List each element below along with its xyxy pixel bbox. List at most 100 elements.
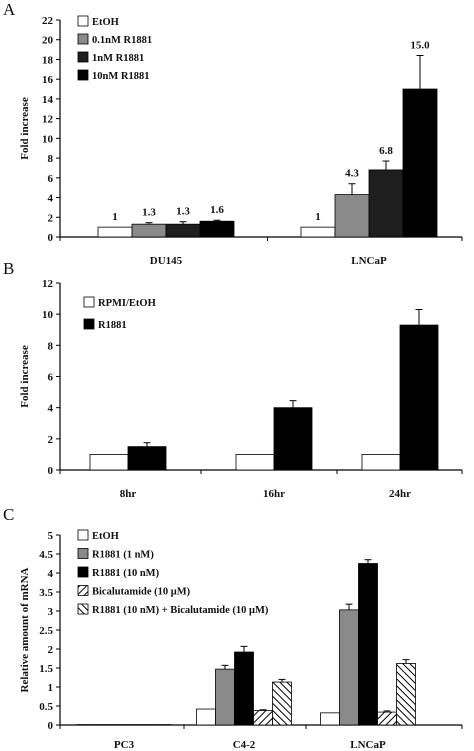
y-tick-label: 2 (48, 212, 54, 224)
bar-pc3-s4 (152, 724, 172, 726)
bar-c4-2-s0 (196, 708, 216, 726)
x-category-label: LNCaP (351, 255, 387, 267)
bar-lncap-s1 (339, 609, 359, 726)
x-category-label: LNCaP (350, 739, 386, 751)
bar-8hr-s0 (89, 454, 129, 471)
y-tick-label: 14 (42, 94, 54, 106)
legend-swatch (77, 603, 89, 615)
panel-a-letter: A (3, 0, 16, 19)
y-tick-label: 10 (42, 133, 54, 145)
y-tick-label: 1 (48, 682, 54, 694)
bar-c4-2-s2 (234, 651, 254, 726)
bar-16hr-s1 (273, 407, 313, 471)
bar-8hr-s1 (127, 446, 167, 471)
bar-lncap-s2 (358, 563, 378, 726)
bar-du145-s3 (199, 220, 235, 238)
legend-label: 1nM R1881 (92, 53, 144, 64)
chart-panel-a: 0 2 4 6 8 10 12 14 16 18 20 22 Fold increase 1 1.3 1.3 1… (19, 15, 463, 267)
y-tick-label: 8 (48, 153, 54, 165)
bar-c4-2-s3 (253, 710, 273, 726)
legend-swatch (77, 33, 89, 45)
bar-24hr-s0 (361, 454, 401, 471)
legend-label: EtOH (92, 17, 119, 28)
y-tick-label: 4 (48, 193, 54, 205)
y-tick-label: 10 (42, 309, 54, 321)
legend-swatch (77, 548, 89, 559)
x-category-label: PC3 (114, 739, 135, 751)
data-label: 1 (112, 211, 118, 223)
data-label: 15.0 (410, 40, 430, 52)
legend-label: RPMI/EtOH (98, 298, 156, 309)
y-axis-label: Relative amount of mRNA (19, 567, 31, 692)
bar-lncap-s2 (368, 169, 404, 238)
bar-pc3-s3 (133, 724, 153, 726)
chart-panel-c: 0 0.5 1 1.5 2 2.5 3 3.5 4 4.5 5 Relative amount of … (19, 529, 463, 751)
legend-swatch (77, 15, 89, 27)
bar-du145-s2 (165, 223, 201, 238)
data-label: 4.3 (345, 168, 359, 180)
bar-du145-s0 (97, 226, 133, 238)
y-tick-label: 4 (48, 403, 54, 415)
y-tick-label: 4.5 (39, 549, 53, 561)
bar-pc3-s2 (114, 724, 134, 726)
y-tick-label: 22 (42, 15, 54, 27)
y-tick-label: 2 (48, 644, 54, 656)
panel-c-letter: C (3, 505, 14, 524)
bar-lncap-s0 (300, 226, 336, 238)
y-tick-label: 12 (42, 278, 54, 290)
x-category-label: 24hr (389, 488, 411, 500)
data-label: 1.3 (176, 206, 190, 218)
y-tick-label: 0 (48, 720, 54, 732)
y-tick-label: 2.5 (39, 625, 53, 637)
bar-c4-2-s1 (215, 668, 235, 726)
bar-lncap-s3 (377, 711, 397, 726)
legend-swatch (83, 296, 95, 308)
x-category-label: C4-2 (233, 739, 256, 751)
y-tick-label: 2 (48, 434, 54, 446)
bar-pc3-s1 (95, 724, 115, 726)
legend-swatch (77, 585, 89, 596)
data-label: 1.6 (210, 204, 224, 216)
y-tick-label: 16 (42, 74, 54, 86)
y-tick-label: 18 (42, 54, 54, 66)
x-category-label: DU145 (150, 255, 183, 267)
data-label: 6.8 (379, 145, 393, 157)
bar-24hr-s1 (399, 324, 439, 471)
chart-panel-b: 0 2 4 6 8 10 12 Fold increase 8hr 16hr 24hr RPMI/Et… (19, 278, 463, 500)
legend-label: R1881 (98, 320, 127, 331)
y-tick-label: 8 (48, 340, 54, 352)
legend-label: 10nM R1881 (92, 71, 149, 82)
y-tick-label: 0 (48, 232, 54, 244)
legend-label: Bicalutamide (10 μM) (92, 587, 191, 598)
bar-lncap-s1 (334, 194, 370, 238)
legend-swatch (77, 51, 89, 63)
data-label: 1 (315, 211, 321, 223)
legend-label: EtOH (92, 531, 119, 542)
y-tick-label: 0.5 (39, 701, 53, 713)
bar-lncap-s4 (396, 663, 416, 726)
y-tick-label: 20 (42, 35, 54, 47)
y-tick-label: 5 (48, 530, 54, 542)
bar-du145-s1 (131, 223, 167, 238)
legend-label: 0.1nM R1881 (92, 35, 152, 46)
y-tick-label: 1.5 (39, 663, 53, 675)
y-tick-label: 4 (48, 568, 54, 580)
legend-label: R1881 (1 nM) (92, 550, 154, 561)
x-category-label: 8hr (120, 488, 137, 500)
legend-swatch (77, 69, 89, 81)
y-tick-label: 6 (48, 173, 54, 185)
legend-swatch (77, 566, 89, 578)
bar-c4-2-s4 (272, 681, 292, 726)
legend-label: R1881 (10 nM) + Bicalutamide (10 μM) (92, 605, 269, 616)
legend-swatch (77, 529, 89, 541)
panel-b-letter: B (3, 259, 14, 278)
data-label: 1.3 (142, 207, 156, 219)
y-tick-label: 12 (42, 114, 54, 126)
bar-pc3-s0 (76, 724, 96, 726)
bar-lncap-s3 (402, 88, 438, 238)
x-category-label: 16hr (263, 488, 285, 500)
bar-lncap-s0 (320, 712, 340, 726)
y-tick-label: 0 (48, 465, 54, 477)
